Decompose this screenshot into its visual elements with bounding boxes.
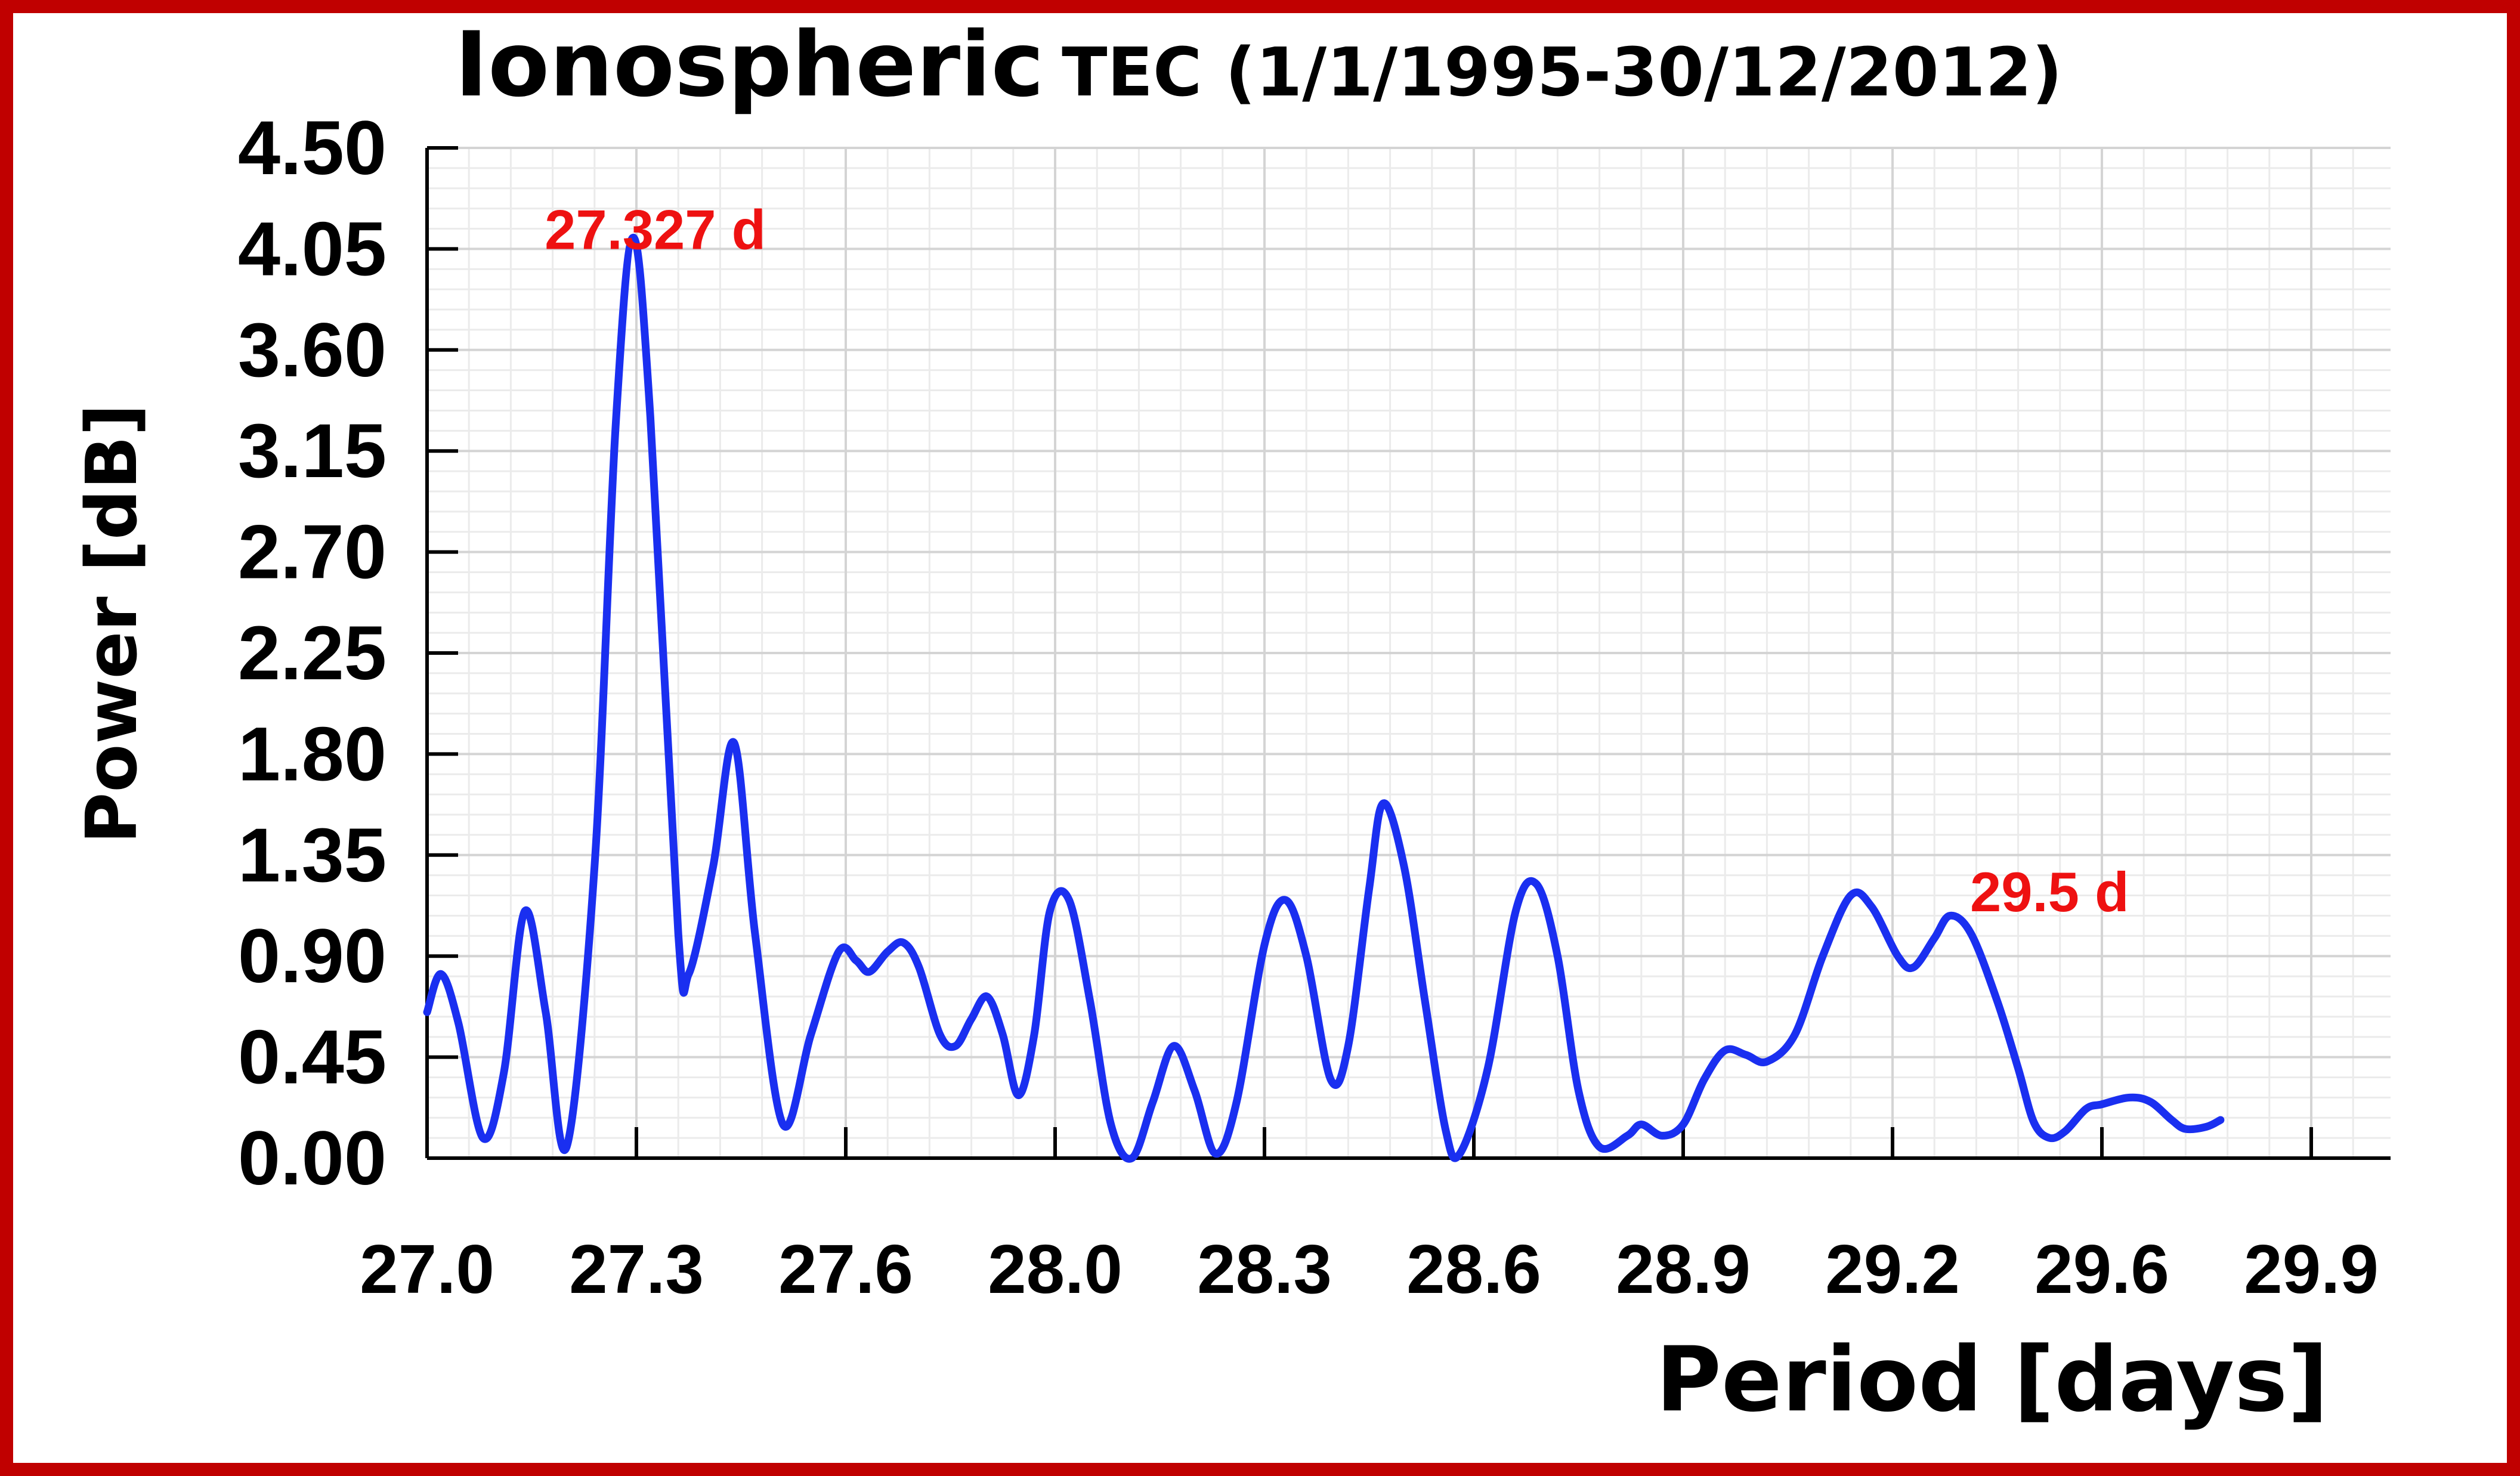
y-tick-label: 0.90 xyxy=(238,914,386,999)
x-axis-title: Period [days] xyxy=(1656,1328,2329,1432)
x-tick-label: 27.0 xyxy=(360,1230,494,1308)
y-tick-label: 0.45 xyxy=(238,1015,386,1100)
x-tick-label: 27.3 xyxy=(569,1230,704,1308)
y-tick-label: 2.70 xyxy=(238,510,386,595)
x-tick-label: 27.6 xyxy=(778,1230,913,1308)
x-tick-label: 29.6 xyxy=(2034,1230,2169,1308)
annotation-label: 29.5 d xyxy=(1970,861,2129,923)
x-tick-label: 28.6 xyxy=(1406,1230,1541,1308)
y-tick-labels: 0.00 0.45 0.90 1.35 1.80 2.25 2.70 3.15 3.60 4.05… xyxy=(238,106,386,1201)
series-layer xyxy=(423,234,2225,1163)
y-tick-label: 1.80 xyxy=(238,711,386,797)
series-line xyxy=(423,234,2225,1163)
y-tick-label: 3.60 xyxy=(238,308,386,393)
x-tick-label: 29.9 xyxy=(2244,1230,2379,1308)
x-tick-label: 29.2 xyxy=(1825,1230,1960,1308)
chart-title: Ionospheric TEC (1/1/1995-30/12/2012) xyxy=(454,13,2062,117)
chart-title-sub: TEC (1/1/1995-30/12/2012) xyxy=(1062,34,2063,112)
x-tick-label: 28.3 xyxy=(1197,1230,1332,1308)
x-tick-label: 28.9 xyxy=(1616,1230,1751,1308)
axis-layer xyxy=(425,146,2391,1160)
annotation-label: 27.327 d xyxy=(545,198,766,261)
y-tick-label: 3.15 xyxy=(238,409,386,494)
grid-layer xyxy=(427,147,2391,1158)
x-tick-labels: 27.0 27.3 27.6 28.0 28.3 28.6 28.9 29.2 29.6 29.9 xyxy=(360,1230,2379,1308)
y-axis-title: Power [dB] xyxy=(70,404,153,844)
y-tick-label: 2.25 xyxy=(238,611,386,696)
y-tick-label: 4.05 xyxy=(238,206,386,292)
y-tick-label: 1.35 xyxy=(238,813,386,898)
y-tick-label: 0.00 xyxy=(238,1116,386,1201)
y-tick-label: 4.50 xyxy=(238,106,386,191)
annotation-layer: 27.327 d 29.5 d xyxy=(545,198,2129,923)
chart-title-main: Ionospheric xyxy=(454,13,1044,117)
x-tick-label: 28.0 xyxy=(988,1230,1123,1308)
